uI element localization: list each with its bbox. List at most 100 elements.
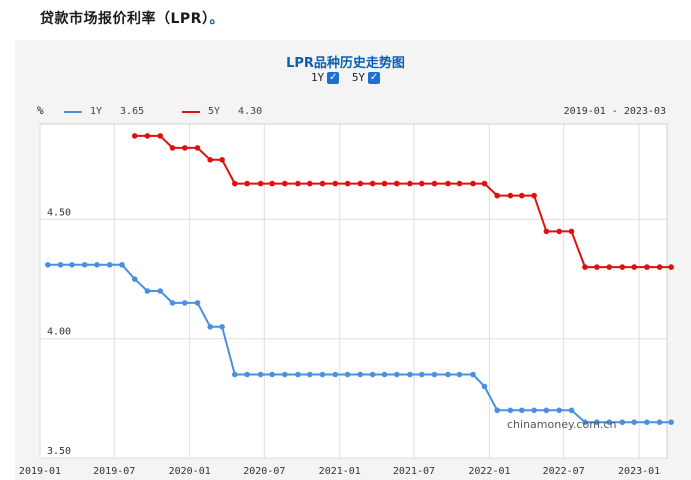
data-point-5y (144, 133, 151, 139)
data-point-5y (157, 133, 163, 139)
data-point-1y (644, 419, 650, 426)
data-point-1y (94, 262, 100, 268)
series-line-5y (134, 134, 672, 269)
data-point-5y (445, 180, 451, 187)
data-point-5y (407, 180, 413, 187)
data-point-5y (194, 145, 201, 151)
data-point-1y (45, 262, 51, 268)
data-point-1y (381, 371, 388, 378)
data-point-5y (631, 264, 637, 270)
legend-value-5y: 4.30 (238, 106, 263, 117)
data-point-5y (369, 180, 376, 187)
data-point-1y (668, 419, 674, 426)
legend-item-5y[interactable]: 5Y 4.30 (182, 106, 262, 117)
toggle-5y-label: 5Y (351, 71, 366, 84)
data-point-1y (119, 262, 125, 268)
y-tick-label: 4.00 (47, 327, 71, 338)
data-point-5y (419, 180, 425, 187)
data-point-1y (445, 371, 451, 378)
data-point-1y (282, 371, 288, 378)
data-point-5y (307, 180, 313, 187)
data-point-5y (244, 180, 250, 187)
data-point-5y (507, 192, 514, 199)
data-point-5y (381, 180, 388, 187)
x-tick-label: 2022-07 (543, 466, 585, 477)
checkbox-1y[interactable]: ✓ (327, 71, 340, 84)
x-tick-label: 2023-01 (618, 466, 660, 477)
data-point-5y (357, 180, 364, 187)
data-point-5y (582, 264, 588, 270)
data-point-1y (332, 371, 339, 378)
data-point-1y (456, 371, 463, 378)
data-point-1y (194, 300, 201, 306)
data-point-5y (519, 192, 525, 199)
data-point-5y (656, 264, 663, 270)
x-tick-label: 2019-01 (19, 466, 61, 477)
data-point-5y (219, 157, 225, 163)
data-point-1y (344, 371, 351, 378)
data-point-5y (332, 180, 339, 187)
data-point-1y (257, 371, 264, 378)
data-point-5y (481, 180, 488, 187)
legend-swatch-1y (64, 110, 82, 113)
data-point-5y (169, 145, 176, 151)
date-range: 2019-01 - 2023-03 (563, 106, 666, 117)
x-tick-label: 2020-01 (169, 466, 211, 477)
check-icon: ✓ (328, 71, 338, 83)
heading-dot: 。 (209, 11, 224, 27)
data-point-1y (144, 288, 151, 294)
x-tick-label: 2022-01 (468, 466, 510, 477)
data-point-1y (244, 371, 250, 378)
data-point-5y (182, 145, 188, 151)
data-point-1y (407, 371, 413, 378)
data-point-1y (57, 262, 64, 268)
legend-name-1y: 1Y (90, 106, 103, 117)
legend-swatch-5y (182, 110, 200, 113)
data-point-5y (494, 192, 501, 199)
data-point-1y (69, 262, 75, 268)
data-point-1y (182, 300, 188, 306)
heading-text: 贷款市场报价利率（LPR） (40, 11, 210, 27)
data-point-1y (619, 419, 626, 426)
x-tick-label: 2020-07 (243, 466, 285, 477)
data-point-1y (357, 371, 364, 378)
data-point-5y (131, 133, 138, 139)
data-point-1y (81, 262, 88, 268)
toggle-1y-label: 1Y (310, 71, 325, 84)
data-point-1y (594, 419, 600, 426)
watermark: chinamoney.com.cn (507, 418, 617, 431)
data-point-5y (394, 180, 400, 187)
x-tick-label: 2021-01 (319, 466, 361, 477)
plot-area (39, 123, 668, 459)
y-tick-label: 3.50 (47, 446, 71, 457)
data-point-1y (556, 407, 562, 414)
data-point-5y (257, 180, 264, 187)
data-point-1y (419, 371, 425, 378)
data-point-5y (207, 157, 213, 163)
page-heading: 贷款市场报价利率（LPR）。 (40, 8, 224, 28)
check-icon: ✓ (369, 71, 379, 83)
data-point-1y (656, 419, 663, 426)
data-point-5y (282, 180, 288, 187)
data-point-1y (470, 371, 476, 378)
data-point-5y (556, 228, 562, 235)
y-unit-label: % (37, 104, 44, 117)
data-point-5y (668, 264, 674, 270)
data-point-5y (619, 264, 626, 270)
checkbox-5y[interactable]: ✓ (368, 71, 381, 84)
toggle-1y[interactable]: 1Y ✓ (310, 71, 340, 84)
legend-item-1y[interactable]: 1Y 3.65 (64, 106, 144, 117)
data-point-1y (507, 407, 514, 414)
data-point-5y (456, 180, 463, 187)
data-point-1y (269, 371, 275, 378)
series-toggles: 1Y ✓ 5Y ✓ (0, 71, 691, 84)
data-point-1y (519, 407, 525, 414)
data-point-5y (269, 180, 275, 187)
data-point-1y (582, 419, 588, 426)
data-point-1y (394, 371, 400, 378)
toggle-5y[interactable]: 5Y ✓ (351, 71, 381, 84)
data-point-5y (531, 192, 537, 199)
legend-value-1y: 3.65 (120, 106, 145, 117)
data-point-1y (295, 371, 301, 378)
